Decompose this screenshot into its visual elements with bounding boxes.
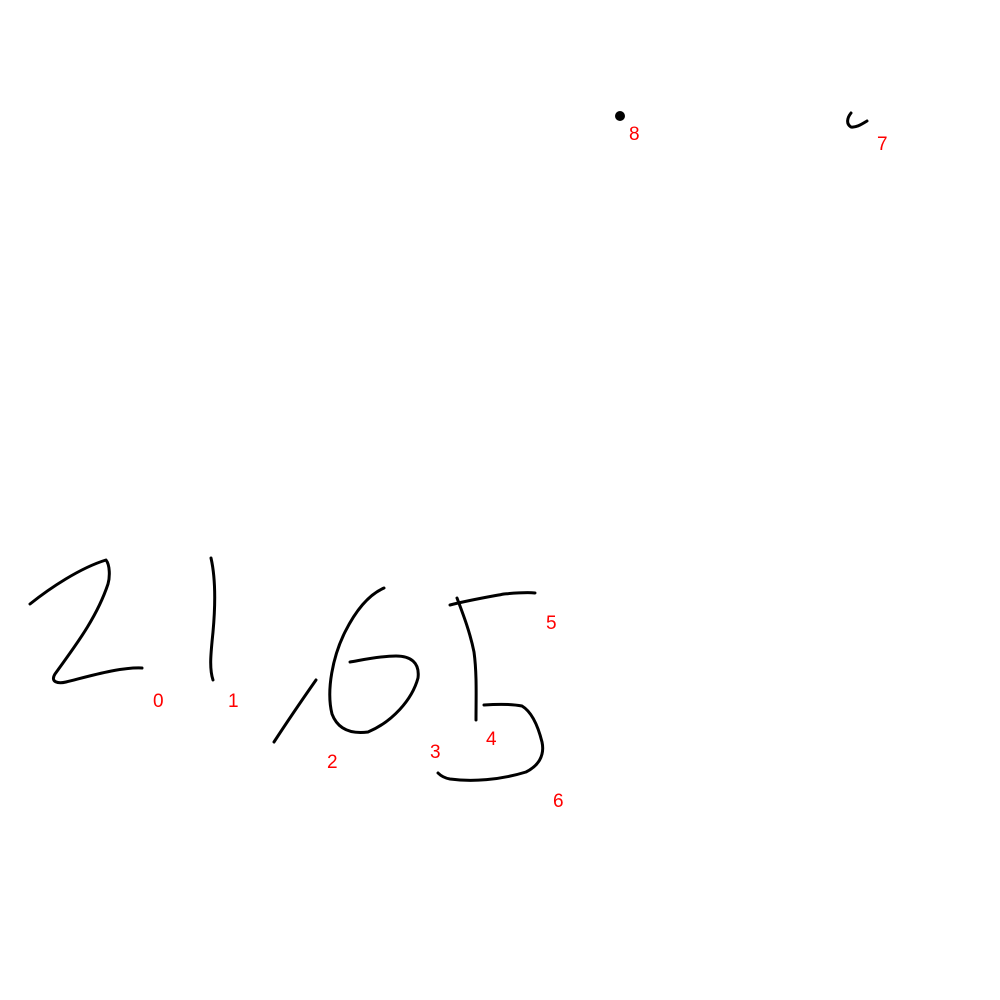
stroke-label-6: 6 bbox=[553, 791, 564, 812]
stroke-5-five-top-bar bbox=[448, 591, 537, 607]
stroke-4-five-vertical bbox=[455, 596, 478, 722]
stroke-8-dot bbox=[615, 111, 625, 121]
stroke-label-1: 1 bbox=[228, 691, 239, 712]
stroke-label-5: 5 bbox=[546, 613, 557, 634]
stroke-label-3: 3 bbox=[430, 742, 441, 763]
stroke-3-digit-six bbox=[328, 586, 420, 734]
stroke-label-0: 0 bbox=[153, 691, 164, 712]
stroke-label-2: 2 bbox=[327, 752, 338, 773]
stroke-label-4: 4 bbox=[486, 729, 497, 750]
stroke-2-comma bbox=[272, 678, 318, 744]
stroke-6-five-bowl bbox=[436, 702, 545, 782]
stroke-0-digit-two bbox=[28, 558, 144, 685]
stroke-label-8: 8 bbox=[629, 124, 640, 145]
stroke-1-digit-one bbox=[209, 556, 217, 682]
stroke-label-7: 7 bbox=[877, 134, 888, 155]
stroke-7-hook bbox=[846, 111, 869, 129]
